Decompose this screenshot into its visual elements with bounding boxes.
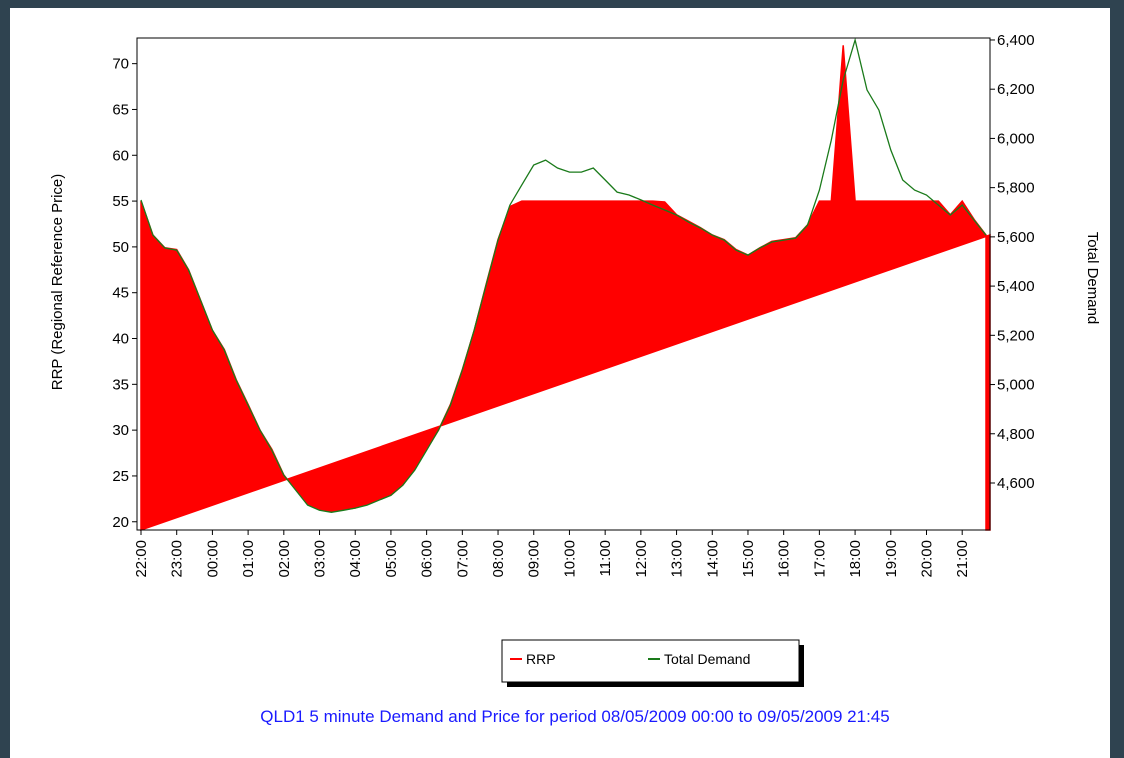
legend-label: Total Demand xyxy=(664,651,750,667)
x-tick-label: 18:00 xyxy=(847,540,864,578)
y2-tick-label: 5,200 xyxy=(997,327,1035,344)
x-tick-label: 05:00 xyxy=(383,540,400,578)
x-tick-label: 12:00 xyxy=(633,540,650,578)
y2-tick-label: 4,600 xyxy=(997,475,1035,492)
x-tick-label: 14:00 xyxy=(704,540,721,578)
y2-tick-label: 6,000 xyxy=(997,130,1035,147)
y2-tick-label: 5,000 xyxy=(997,377,1035,394)
y2-tick-label: 6,400 xyxy=(997,32,1035,49)
x-tick-label: 15:00 xyxy=(740,540,757,578)
x-tick-label: 13:00 xyxy=(669,540,686,578)
x-tick-label: 04:00 xyxy=(347,540,364,578)
y-tick-label: 40 xyxy=(112,331,129,348)
y-tick-label: 60 xyxy=(112,147,129,164)
legend-box xyxy=(501,639,800,683)
y-tick-label: 30 xyxy=(112,422,129,439)
y-tick-label: 25 xyxy=(112,468,129,485)
x-tick-label: 09:00 xyxy=(526,540,543,578)
y2-tick-label: 5,400 xyxy=(997,278,1035,295)
y2-tick-label: 6,200 xyxy=(997,81,1035,98)
x-tick-label: 20:00 xyxy=(918,540,935,578)
y-tick-label: 45 xyxy=(112,285,129,302)
y-tick-label: 35 xyxy=(112,376,129,393)
x-tick-label: 10:00 xyxy=(561,540,578,578)
y-tick-label: 50 xyxy=(112,239,129,256)
x-tick-label: 00:00 xyxy=(204,540,221,578)
demand-line xyxy=(140,37,987,513)
y2-axis-label: Total Demand xyxy=(1084,232,1101,325)
x-tick-label: 23:00 xyxy=(169,540,186,578)
x-tick-label: 16:00 xyxy=(776,540,793,578)
y2-tick-label: 4,800 xyxy=(997,426,1035,443)
y2-tick-label: 5,800 xyxy=(997,180,1035,197)
chart-title: QLD1 5 minute Demand and Price for perio… xyxy=(260,707,889,726)
legend-label: RRP xyxy=(526,651,556,667)
y-tick-label: 20 xyxy=(112,514,129,531)
y-tick-label: 65 xyxy=(112,101,129,118)
y-tick-label: 70 xyxy=(112,56,129,73)
x-tick-label: 02:00 xyxy=(276,540,293,578)
x-tick-label: 06:00 xyxy=(419,540,436,578)
y-tick-label: 55 xyxy=(112,193,129,210)
plot-frame xyxy=(136,37,991,531)
x-tick-label: 21:00 xyxy=(954,540,971,578)
x-tick-label: 11:00 xyxy=(597,540,614,576)
x-tick-label: 19:00 xyxy=(883,540,900,578)
x-tick-label: 07:00 xyxy=(454,540,471,578)
x-tick-label: 22:00 xyxy=(133,540,150,578)
y-axis-label: RRP (Regional Reference Price) xyxy=(49,174,66,390)
x-tick-label: 08:00 xyxy=(490,540,507,578)
x-tick-label: 03:00 xyxy=(312,540,329,578)
x-tick-label: 17:00 xyxy=(811,540,828,578)
x-tick-label: 01:00 xyxy=(240,540,257,578)
y2-tick-label: 5,600 xyxy=(997,229,1035,246)
